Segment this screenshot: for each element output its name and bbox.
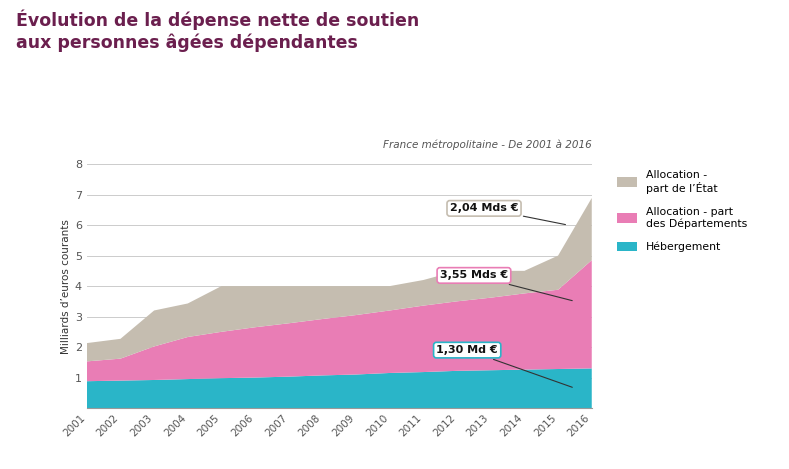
Text: 3,55 Mds €: 3,55 Mds € bbox=[439, 271, 572, 301]
Legend: Allocation -
part de l’État, Allocation - part
des Départements, Hébergement: Allocation - part de l’État, Allocation … bbox=[617, 170, 746, 252]
Text: Évolution de la dépense nette de soutien
aux personnes âgées dépendantes: Évolution de la dépense nette de soutien… bbox=[16, 9, 419, 52]
Y-axis label: Milliards d’euros courants: Milliards d’euros courants bbox=[61, 219, 71, 354]
Text: 1,30 Md €: 1,30 Md € bbox=[436, 345, 572, 387]
Text: France métropolitaine - De 2001 à 2016: France métropolitaine - De 2001 à 2016 bbox=[383, 139, 592, 150]
Text: 2,04 Mds €: 2,04 Mds € bbox=[450, 204, 566, 225]
